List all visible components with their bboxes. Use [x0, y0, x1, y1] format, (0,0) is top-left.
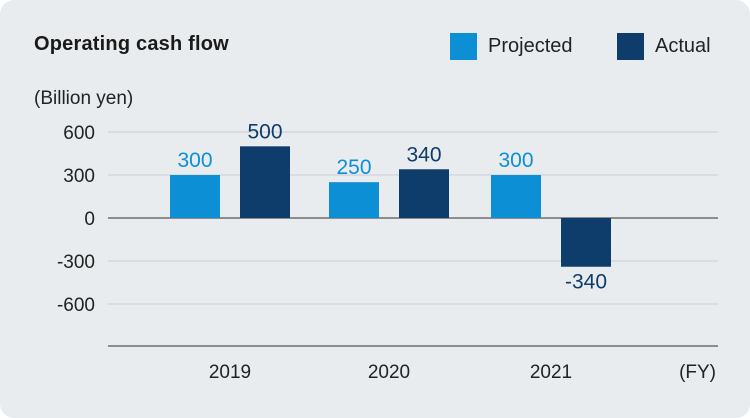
legend-label-actual: Actual: [655, 35, 711, 57]
y-tick-label: 300: [63, 166, 95, 187]
bar-projected-2020: [329, 182, 379, 218]
data-label-actual-2019: 500: [247, 120, 282, 143]
legend-swatch-projected: [450, 33, 477, 60]
data-label-projected-2019: 300: [177, 149, 212, 172]
legend-item-projected: Projected: [450, 33, 573, 60]
bar-projected-2019: [170, 175, 220, 218]
x-axis-unit-label: (FY): [679, 362, 716, 383]
chart-title: Operating cash flow: [34, 33, 229, 55]
legend-item-actual: Actual: [617, 33, 711, 60]
x-tick-label: 2019: [209, 362, 251, 383]
legend-swatch-actual: [617, 33, 644, 60]
legend-label-projected: Projected: [488, 35, 573, 57]
x-tick-label: 2020: [368, 362, 410, 383]
data-label-projected-2020: 250: [336, 156, 371, 179]
bar-actual-2021: [561, 218, 611, 267]
y-tick-label: 0: [84, 209, 95, 230]
data-label-actual-2020: 340: [406, 143, 441, 166]
x-tick-label: 2021: [530, 362, 572, 383]
y-axis-unit-label: (Billion yen): [34, 88, 134, 109]
bar-actual-2019: [240, 146, 290, 218]
y-tick-label: 600: [63, 123, 95, 144]
bar-actual-2020: [399, 169, 449, 218]
y-tick-label: -300: [57, 252, 95, 273]
data-label-projected-2021: 300: [498, 149, 533, 172]
data-label-actual-2021: -340: [565, 271, 607, 294]
bar-projected-2021: [491, 175, 541, 218]
y-tick-label: -600: [57, 295, 95, 316]
